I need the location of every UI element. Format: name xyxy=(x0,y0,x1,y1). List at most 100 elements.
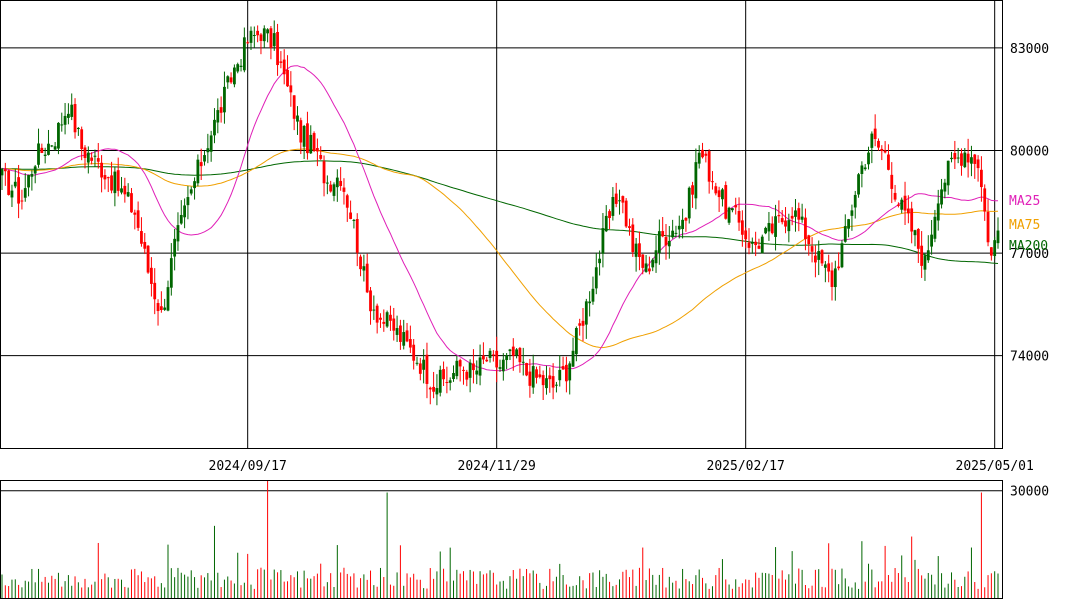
candle-body xyxy=(651,259,655,268)
candle-body xyxy=(591,288,595,302)
candle-body xyxy=(820,250,824,264)
candle-body xyxy=(681,219,684,230)
candle-body xyxy=(47,143,50,155)
candle-body xyxy=(744,230,748,240)
candle-body xyxy=(309,134,313,154)
date-tick-label: 2024/09/17 xyxy=(209,459,287,474)
candle-body xyxy=(936,203,940,221)
candle-body xyxy=(634,243,638,257)
candle-body xyxy=(887,154,890,170)
candle-body xyxy=(694,162,698,199)
candle-body xyxy=(950,157,953,160)
candle-body xyxy=(123,185,127,195)
candle-body xyxy=(166,287,170,311)
candle-body xyxy=(335,177,339,188)
candle-body xyxy=(737,210,741,223)
candle-body xyxy=(289,85,293,93)
date-tick-label: 2025/02/17 xyxy=(707,459,785,474)
candle-body xyxy=(707,151,711,182)
candle-body xyxy=(412,344,416,361)
candle-body xyxy=(654,250,658,264)
candle-body xyxy=(176,225,180,242)
candle-body xyxy=(402,332,406,346)
candle-body xyxy=(173,238,177,257)
candle-body xyxy=(598,258,601,264)
candle-body xyxy=(20,200,24,202)
candle-body xyxy=(286,69,289,87)
candle-body xyxy=(561,366,565,370)
candle-body xyxy=(30,174,34,177)
candle-body xyxy=(382,321,386,324)
candle-body xyxy=(814,255,817,263)
candle-body xyxy=(538,374,542,378)
candle-body xyxy=(628,226,631,229)
candle-body xyxy=(701,149,704,158)
candle-body xyxy=(116,170,120,191)
ma200-line xyxy=(2,160,999,264)
candle-body xyxy=(259,34,263,41)
candle-body xyxy=(638,243,641,258)
candle-body xyxy=(196,159,200,184)
candle-body xyxy=(920,245,924,266)
candle-body xyxy=(169,258,173,288)
candle-body xyxy=(482,355,485,360)
candle-body xyxy=(475,370,479,375)
candle-body xyxy=(976,159,980,169)
candle-body xyxy=(130,193,133,213)
candle-body xyxy=(491,354,495,356)
candle-body xyxy=(863,167,867,170)
candle-body xyxy=(465,371,469,380)
candle-body xyxy=(70,104,74,117)
candle-body xyxy=(618,200,621,202)
candle-body xyxy=(817,251,821,260)
ma200-path xyxy=(2,160,999,264)
candle-body xyxy=(262,28,266,42)
candle-body xyxy=(355,219,359,253)
candle-body xyxy=(515,349,518,356)
candle-body xyxy=(624,200,628,227)
candle-body xyxy=(488,350,492,358)
candle-body xyxy=(452,373,455,380)
ma75-line xyxy=(1,148,999,349)
candle-body xyxy=(508,349,512,352)
candle-body xyxy=(827,263,831,272)
legend-label-ma75: MA75 xyxy=(1009,218,1040,233)
candle-body xyxy=(601,228,605,254)
candle-body xyxy=(236,64,240,72)
candle-body xyxy=(445,382,449,384)
candle-body xyxy=(853,194,857,208)
candle-body xyxy=(37,143,40,165)
candle-body xyxy=(986,212,990,243)
candle-body xyxy=(604,215,608,232)
candle-body xyxy=(13,181,17,187)
candle-body xyxy=(883,150,887,153)
candle-body xyxy=(299,120,303,143)
candle-body xyxy=(910,208,914,232)
candle-body xyxy=(140,231,143,244)
candle-body xyxy=(199,162,203,167)
candle-body xyxy=(322,161,326,184)
candle-body xyxy=(399,325,402,342)
candle-body xyxy=(833,268,837,288)
legend: MA25 MA75 MA200 xyxy=(1009,194,1048,254)
candle-body xyxy=(33,166,37,174)
candle-body xyxy=(966,153,970,163)
candle-body xyxy=(319,155,323,159)
candle-body xyxy=(462,369,465,371)
candle-body xyxy=(375,305,379,323)
candle-body xyxy=(266,29,269,34)
candle-body xyxy=(581,320,585,326)
candle-body xyxy=(100,162,103,178)
candle-body xyxy=(485,359,489,362)
candle-body xyxy=(953,153,957,160)
candle-body xyxy=(983,188,987,212)
ma75-path xyxy=(1,148,999,349)
candle-body xyxy=(963,152,967,168)
candle-body xyxy=(276,31,279,66)
candle-body xyxy=(325,182,329,184)
candle-body xyxy=(648,268,651,272)
candle-body xyxy=(810,246,814,252)
candle-body xyxy=(120,188,123,193)
candle-body xyxy=(442,369,445,380)
candle-body xyxy=(667,240,671,247)
